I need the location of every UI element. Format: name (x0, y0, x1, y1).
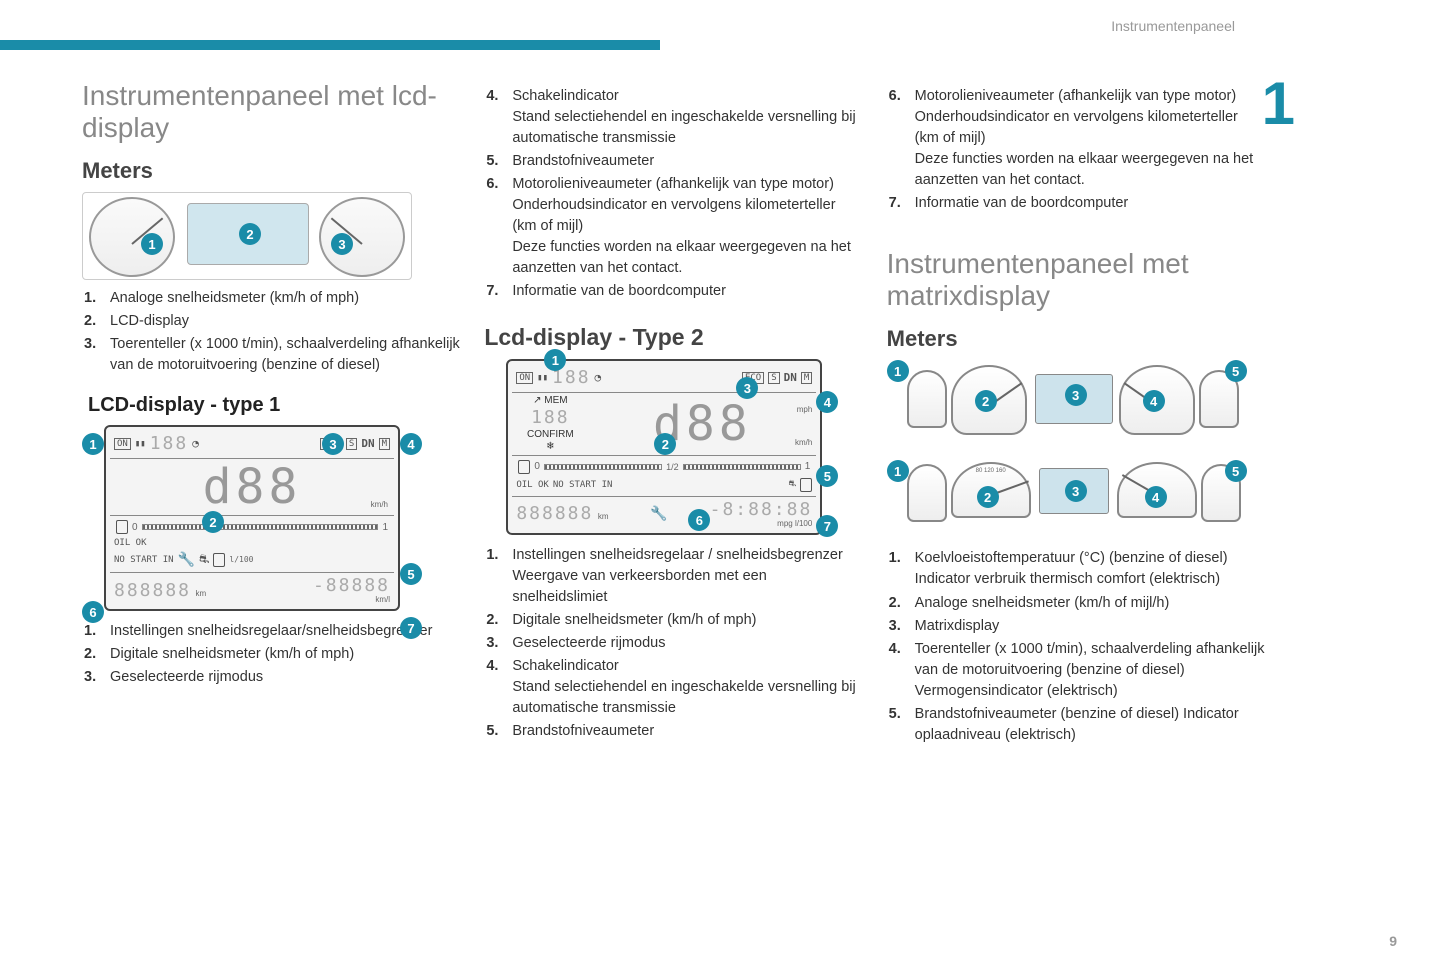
car-icon: ⛐ (789, 479, 797, 490)
list-item: 3.Matrixdisplay (887, 616, 1265, 637)
list-item: 5.Brandstofniveaumeter (benzine of diese… (887, 704, 1265, 746)
gauge-icon: ◔ (595, 371, 602, 384)
header-section: Instrumentenpaneel (1111, 18, 1235, 34)
list-item: 4.Toerenteller (x 1000 t/min), schaalver… (887, 639, 1265, 702)
lcd-type2-heading: Lcd-display - Type 2 (484, 324, 862, 351)
oil-ok: OIL OK (516, 480, 549, 490)
matrix-meters-diagram-b: 80 120 160 1 2 3 4 5 (887, 454, 1247, 534)
column-3: 6.Motorolieniveaumeter (afhankelijk van … (887, 80, 1265, 748)
list-item: 6.Motorolieniveaumeter (afhankelijk van … (887, 86, 1265, 191)
callout-badge: 3 (1065, 384, 1087, 406)
list-item: 2.Digitale snelheidsmeter (km/h of mph) (82, 644, 460, 665)
lcd2-list: 1.Instellingen snelheidsregelaar / snelh… (484, 545, 862, 742)
list-item: 3.Geselecteerde rijmodus (82, 667, 460, 688)
fuel-pump-icon (213, 553, 225, 567)
matrix-meters-heading: Meters (887, 326, 1265, 352)
no-start: NO START IN (114, 555, 174, 565)
column-1: Instrumentenpaneel met lcd-display Meter… (82, 80, 460, 748)
list-item: 2.Analoge snelheidsmeter (km/h of mijl/h… (887, 593, 1265, 614)
gauge-icon: ◔ (192, 437, 199, 450)
content-columns: Instrumentenpaneel met lcd-display Meter… (82, 80, 1265, 748)
callout-badge: 2 (975, 390, 997, 412)
callout-badge: 4 (816, 391, 838, 413)
section-title-lcd: Instrumentenpaneel met lcd-display (82, 80, 460, 144)
list-item: 2.Digitale snelheidsmeter (km/h of mph) (484, 610, 862, 631)
speed-unit: km/h (371, 501, 388, 510)
list-item: 6.Motorolieniveaumeter (afhankelijk van … (484, 174, 862, 279)
list-item: 1.Instellingen snelheidsregelaar / snelh… (484, 545, 862, 608)
list-item: 5.Brandstofniveaumeter (484, 151, 862, 172)
callout-badge: 7 (816, 515, 838, 537)
callout-badge: 4 (1145, 486, 1167, 508)
section-title-matrix: Instrumentenpaneel met matrixdisplay (887, 248, 1265, 312)
oil-ok: OIL OK (114, 538, 147, 548)
callout-badge: 4 (1143, 390, 1165, 412)
list-item: 3.Geselecteerde rijmodus (484, 633, 862, 654)
matrix-meters-diagram-a: 1 2 3 4 5 (887, 360, 1247, 440)
trip: -88888 (313, 575, 390, 596)
lcd-type1-heading: LCD-display - type 1 (82, 394, 460, 417)
m-indicator: M (379, 438, 390, 450)
list-item: 5.Brandstofniveaumeter (484, 721, 862, 742)
callout-badge: 6 (82, 601, 104, 623)
mem-label: MEM (544, 395, 567, 406)
list-item: 3.Toerenteller (x 1000 t/min), schaalver… (82, 334, 460, 376)
no-start: NO START IN (553, 480, 613, 490)
lcd2-list-cont: 6.Motorolieniveaumeter (afhankelijk van … (887, 86, 1265, 214)
car-icon: ⛐ (199, 552, 209, 568)
s-indicator: S (346, 438, 357, 450)
fuel-pump-icon (518, 460, 530, 474)
matrix-list: 1.Koelvloeistoftemperatuur (°C) (benzine… (887, 548, 1265, 745)
on-indicator: ON (114, 438, 131, 450)
s-indicator: S (768, 372, 779, 384)
digital-speed: d88 (110, 461, 394, 513)
list-item: 4.SchakelindicatorStand selectiehendel e… (484, 656, 862, 719)
trip: -8:88:88 (710, 499, 813, 520)
list-item: 4.SchakelindicatorStand selectiehendel e… (484, 86, 862, 149)
odometer: 888888 (516, 503, 593, 524)
on-indicator: ON (516, 372, 533, 384)
list-item: 1.Koelvloeistoftemperatuur (°C) (benzine… (887, 548, 1265, 590)
ind-seg: 188 (512, 407, 588, 429)
lcd-type1-diagram: ON ▮▮ 188 ◔ ECO S DN M d88 km/h (82, 425, 422, 611)
coolant-gauge (907, 370, 947, 428)
meters-diagram: 1 2 3 (82, 192, 412, 280)
callout-badge: 1 (887, 360, 909, 382)
seg-top: 188 (150, 433, 189, 454)
lcd1-list-cont: 4.SchakelindicatorStand selectiehendel e… (484, 86, 862, 302)
callout-badge: 2 (977, 486, 999, 508)
fuel-pump-icon (800, 478, 812, 492)
callout-badge: 3 (1065, 480, 1087, 502)
list-item: 1.Analoge snelheidsmeter (km/h of mph) (82, 288, 460, 309)
odometer: 888888 (114, 580, 191, 601)
callout-badge: 5 (816, 465, 838, 487)
list-item: 7.Informatie van de boordcomputer (484, 281, 862, 302)
callout-badge: 5 (1225, 360, 1247, 382)
coolant-gauge (907, 464, 947, 522)
callout-badge: 1 (82, 433, 104, 455)
chapter-number: 1 (1262, 74, 1295, 134)
fuel-pump-icon (116, 520, 128, 534)
callout-badge: 5 (400, 563, 422, 585)
m-indicator: M (801, 372, 812, 384)
list-item: 7.Informatie van de boordcomputer (887, 193, 1265, 214)
column-2: 4.SchakelindicatorStand selectiehendel e… (484, 80, 862, 748)
wrench-icon: 🔧 (178, 552, 195, 568)
callout-badge: 4 (400, 433, 422, 455)
speedometer-gauge (89, 197, 175, 277)
dn-indicator: DN (361, 437, 374, 450)
callout-badge: 5 (1225, 460, 1247, 482)
page-number: 9 (1389, 933, 1397, 949)
wrench-icon: 🔧 (650, 505, 667, 522)
list-item: 2.LCD-display (82, 311, 460, 332)
dn-indicator: DN (784, 371, 797, 384)
meters-heading: Meters (82, 158, 460, 184)
confirm-label: CONFIRM (512, 429, 588, 441)
meters-list: 1.Analoge snelheidsmeter (km/h of mph) 2… (82, 288, 460, 376)
top-accent-bar (0, 40, 660, 50)
callout-badge: 1 (887, 460, 909, 482)
digital-speed: d88 (588, 398, 816, 450)
lcd-type2-diagram: ON ▮▮ 188 ◔ ECO S DN M ↗ MEM 188 CONFIRM (484, 359, 844, 534)
snowflake-icon: ❄ (512, 441, 588, 453)
